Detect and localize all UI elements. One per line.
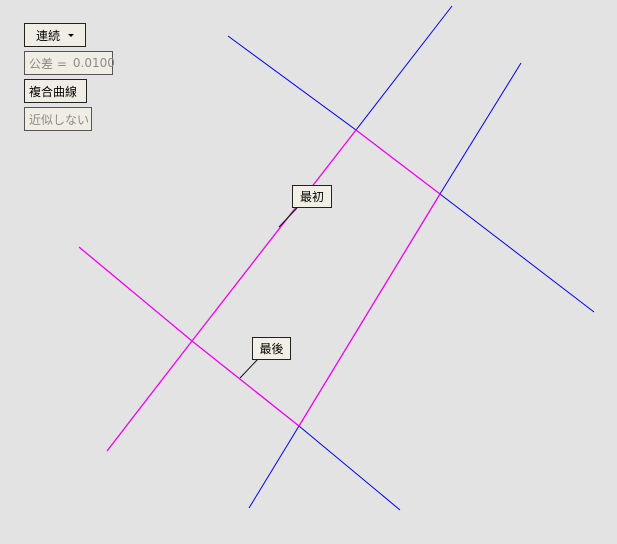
magenta-chain-contour[interactable] xyxy=(191,129,441,427)
chevron-down-icon xyxy=(68,33,74,37)
blue-line-7[interactable] xyxy=(106,340,193,452)
last-point-label: 最後 xyxy=(252,337,291,360)
blue-line-6[interactable] xyxy=(248,425,300,509)
tolerance-value: 0.0100 xyxy=(72,56,115,70)
composite-curve-button[interactable]: 複合曲線 xyxy=(24,79,87,103)
last-leader-line xyxy=(239,358,259,379)
first-leader-line xyxy=(278,207,298,228)
blue-line-4[interactable] xyxy=(439,193,595,313)
magenta-line-tail[interactable] xyxy=(78,246,193,342)
tolerance-label: 公差 = xyxy=(29,56,67,71)
blue-line-3[interactable] xyxy=(439,62,522,195)
blue-line-5[interactable] xyxy=(298,425,401,511)
tolerance-field[interactable]: 公差 = 0.0100 xyxy=(24,51,115,75)
blue-line-1[interactable] xyxy=(355,5,453,131)
blue-line-2[interactable] xyxy=(227,35,357,131)
mode-dropdown-label: 連続 xyxy=(35,28,60,43)
no-approximation-button[interactable]: 近似しない xyxy=(24,107,92,131)
mode-dropdown[interactable]: 連続 xyxy=(24,23,86,47)
first-point-label: 最初 xyxy=(292,185,332,208)
